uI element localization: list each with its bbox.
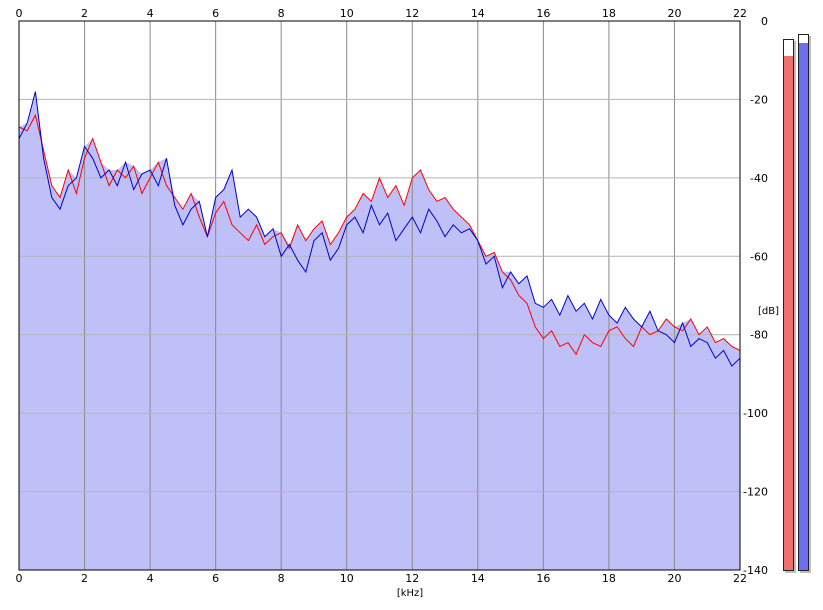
x-tick-label-bottom: 2: [81, 572, 88, 585]
x-tick-label-top: 6: [212, 7, 219, 20]
level-meter-right-fill: [799, 43, 808, 570]
x-tick-label-top: 8: [278, 7, 285, 20]
y-axis-unit-label: [dB]: [758, 306, 779, 317]
x-tick-label-top: 10: [340, 7, 354, 20]
x-tick-label-bottom: 4: [147, 572, 154, 585]
x-tick-label-top: 4: [147, 7, 154, 20]
x-tick-label-bottom: 8: [278, 572, 285, 585]
level-meter-left: [783, 39, 794, 571]
y-tick-label: -140: [743, 564, 768, 577]
x-axis-top-labels: 0 2 4 6 8 10 12 14 16 18 20 22: [16, 7, 748, 20]
series-layer: [18, 91, 741, 367]
y-tick-label: -20: [750, 93, 768, 106]
x-tick-label-top: 20: [667, 7, 681, 20]
y-axis-labels: 0 -20 -40 -60 -80 -100 -120 -140: [743, 15, 768, 577]
x-axis-unit-label: [kHz]: [397, 588, 423, 599]
plot-border: [18, 20, 741, 571]
series-line-2: [18, 91, 741, 367]
x-tick-label-bottom: 14: [471, 572, 485, 585]
level-meter-right: [798, 34, 809, 571]
y-tick-label: -120: [743, 486, 768, 499]
x-tick-label-top: 14: [471, 7, 485, 20]
x-tick-label-bottom: 22: [733, 572, 747, 585]
x-tick-label-bottom: 18: [602, 572, 616, 585]
x-tick-label-top: 22: [733, 7, 747, 20]
x-tick-label-top: 2: [81, 7, 88, 20]
x-tick-label-bottom: 12: [405, 572, 419, 585]
x-tick-label-top: 12: [405, 7, 419, 20]
x-tick-label-top: 16: [536, 7, 550, 20]
y-tick-label: 0: [761, 15, 768, 28]
x-axis-bottom-labels: 0 2 4 6 8 10 12 14 16 18 20 22: [16, 572, 748, 585]
y-tick-label: -100: [743, 407, 768, 420]
x-tick-label-bottom: 0: [16, 572, 23, 585]
x-tick-label-bottom: 6: [212, 572, 219, 585]
y-tick-label: -60: [750, 250, 768, 263]
spectrum-area-fill: [19, 91, 740, 570]
level-meter-left-fill: [784, 55, 793, 570]
x-tick-label-bottom: 20: [667, 572, 681, 585]
series-line-1: [18, 113, 741, 356]
x-tick-label-bottom: 16: [536, 572, 550, 585]
y-tick-label: -40: [750, 172, 768, 185]
plot-area: [18, 20, 741, 571]
x-tick-label-top: 18: [602, 7, 616, 20]
y-tick-label: -80: [750, 329, 768, 342]
x-tick-label-top: 0: [16, 7, 23, 20]
x-tick-label-bottom: 10: [340, 572, 354, 585]
